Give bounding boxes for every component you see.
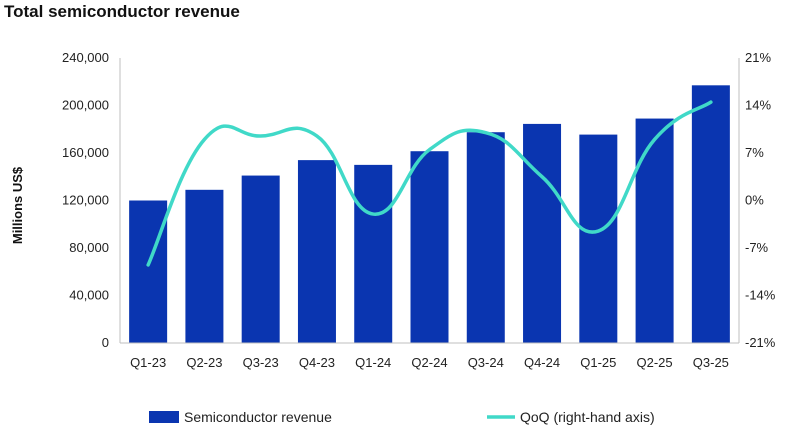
bar-q3-25	[691, 85, 730, 343]
y-axis-title: Millions US$	[10, 166, 25, 244]
left-tick-label: 200,000	[62, 98, 109, 113]
bar-q1-24	[354, 164, 393, 343]
tick-labels: 0 40,000 80,000 120,000 160,000 200,000 240,00…	[10, 50, 776, 370]
left-tick-label: 80,000	[69, 240, 109, 255]
legend-bar-swatch	[149, 411, 179, 423]
bar-series	[129, 85, 730, 343]
x-tick-label: Q2-25	[637, 355, 673, 370]
right-tick-label: -21%	[745, 335, 776, 350]
left-tick-label: 240,000	[62, 50, 109, 65]
bar-q2-24	[410, 151, 449, 343]
x-tick-label: Q4-24	[524, 355, 560, 370]
chart-title: Total semiconductor revenue	[4, 2, 240, 21]
bar-q4-24	[523, 123, 562, 343]
x-tick-label: Q3-24	[468, 355, 504, 370]
x-tick-label: Q4-23	[299, 355, 335, 370]
bar-q1-25	[579, 134, 618, 343]
left-tick-label: 0	[102, 335, 109, 350]
right-tick-label: 21%	[745, 50, 771, 65]
axes	[119, 58, 740, 344]
x-tick-label: Q1-24	[355, 355, 391, 370]
right-tick-label: 7%	[745, 145, 764, 160]
qoq-line	[146, 100, 713, 267]
bar-q1-23	[129, 200, 168, 343]
legend: Semiconductor revenue QoQ (right-hand axi…	[149, 409, 655, 425]
bar-q2-25	[635, 118, 674, 343]
line-series	[146, 100, 713, 267]
right-tick-label: 14%	[745, 98, 771, 113]
right-tick-label: -7%	[745, 240, 769, 255]
x-tick-label: Q1-23	[130, 355, 166, 370]
right-tick-label: 0%	[745, 193, 764, 208]
x-tick-label: Q1-25	[580, 355, 616, 370]
x-tick-label: Q3-23	[243, 355, 279, 370]
left-tick-label: 160,000	[62, 145, 109, 160]
legend-line-label: QoQ (right-hand axis)	[520, 409, 655, 425]
x-tick-label: Q2-24	[411, 355, 447, 370]
bar-q3-24	[466, 132, 505, 343]
bar-q3-23	[241, 175, 280, 343]
bar-q4-23	[297, 160, 336, 343]
x-tick-label: Q2-23	[186, 355, 222, 370]
bar-q2-23	[185, 189, 224, 343]
right-tick-label: -14%	[745, 288, 776, 303]
legend-bar-label: Semiconductor revenue	[184, 409, 332, 425]
left-tick-label: 40,000	[69, 288, 109, 303]
left-tick-label: 120,000	[62, 193, 109, 208]
x-tick-label: Q3-25	[693, 355, 729, 370]
